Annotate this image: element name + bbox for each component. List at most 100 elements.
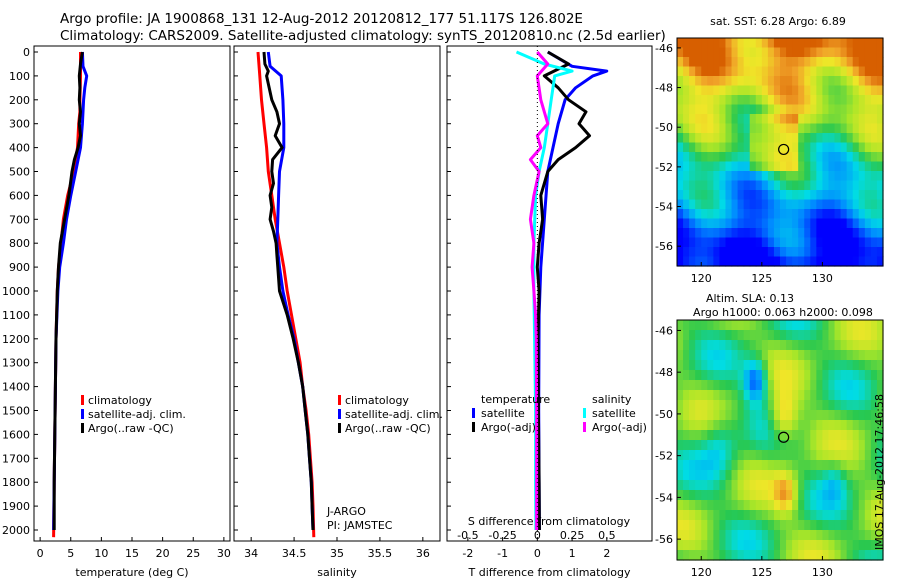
map-cells [677,320,884,561]
argo-location-marker [778,431,790,443]
x-tick-label: 0 [534,547,541,560]
x-tick-label: 34.5 [282,547,307,560]
y-tick-label: 600 [9,189,30,202]
legend-item: Argo(..raw -QC) [88,422,174,435]
legend-swatch [81,395,84,405]
x-tick-label: 36 [416,547,430,560]
x-tick-label: 35.5 [368,547,393,560]
top-tick-label: 0.5 [598,529,616,542]
legend-swatch [81,409,84,419]
x-tick-label: 30 [217,547,231,560]
map-y-tick-label: -54 [655,201,673,214]
map-y-tick-label: -56 [655,240,673,253]
legend-swatch [472,408,475,418]
x-tick-label: 20 [156,547,170,560]
legend-item: Argo(-adj) [481,421,536,434]
legend-swatch [583,408,586,418]
y-tick-label: 900 [9,261,30,274]
y-tick-label: 400 [9,142,30,155]
legend-item: satellite-adj. clim. [345,408,443,421]
climatology-title: Climatology: CARS2009. Satellite-adjuste… [60,28,666,44]
profile-title: Argo profile: JA 1900868_131 12-Aug-2012… [60,11,583,27]
map-x-tick-label: 130 [812,566,833,579]
panel-frame [33,45,231,542]
map-y-tick-label: -46 [655,324,673,337]
y-tick-label: 1800 [2,476,30,489]
map-frame [676,37,884,267]
argo-location-marker [778,143,790,156]
sla-map-title: Altim. SLA: 0.13 [706,292,794,305]
legend-swatch [81,423,84,433]
y-tick-label: 1000 [2,285,30,298]
top-tick-label: 0.25 [560,529,585,542]
imos-timestamp: IMOS 17-Aug-2012 17:46:58 [873,394,886,550]
sla-map-subtitle: Argo h1000: 0.063 h2000: 0.098 [693,306,873,319]
map-panel-1: 120 125 130 -46 -48 -50 -52 -54 -56 sat. SST: 6.2… [655,15,884,285]
map-x-tick-label: 125 [751,566,772,579]
map-x-tick-label: 120 [691,566,712,579]
legend-swatch [472,422,475,432]
legend-item: climatology [345,394,409,407]
x-axis-label: salinity [317,566,357,579]
map-x-tick-label: 125 [751,272,772,285]
map-y-tick-label: -46 [655,42,673,55]
y-tick-label: 1500 [2,405,30,418]
principal-investigator: PI: JAMSTEC [327,519,393,532]
map-y-tick-label: -56 [655,533,673,546]
panel-frame [446,45,653,542]
y-tick-label: 1300 [2,357,30,370]
top-tick-label: 0 [534,529,541,542]
sst-map-title: sat. SST: 6.28 Argo: 6.89 [710,15,846,28]
y-tick-label: 0 [23,46,30,59]
map-panel-2: 120 125 130 -46 -48 -50 -52 -54 -56 Altim. SLA: 0… [655,292,884,579]
x-tick-label: -1 [497,547,508,560]
profile-panel-3: -2 -1 0 1 2 T difference from climatology temp… [446,45,653,579]
x-tick-label: 5 [67,547,74,560]
x-tick-label: 35 [330,547,344,560]
y-tick-label: 500 [9,166,30,179]
legend-item: climatology [88,394,152,407]
profile-panel-1: 0100200300400500600700800900100011001200… [2,45,231,579]
map-cells [677,38,884,267]
map-y-tick-label: -54 [655,491,673,504]
y-tick-label: 100 [9,70,30,83]
x-tick-label: 25 [186,547,200,560]
x-axis-label: T difference from climatology [468,566,631,579]
x-tick-label: -2 [462,547,473,560]
float-program: J-ARGO [326,505,366,518]
legend-item: Argo(..raw -QC) [345,422,431,435]
legend-item: satellite [592,407,636,420]
legend-group-title: temperature [481,393,550,406]
y-tick-label: 800 [9,237,30,250]
legend-item: satellite [481,407,525,420]
map-frame [676,319,884,561]
legend-swatch [338,409,341,419]
map-y-tick-label: -48 [655,82,673,95]
top-axis-label: S difference from climatology [468,515,631,528]
map-y-tick-label: -52 [655,450,673,463]
legend-group-title: salinity [592,393,632,406]
legend-swatch [583,422,586,432]
y-tick-label: 1600 [2,428,30,441]
series-line-t-argo-adj- [535,50,591,531]
y-tick-label: 1200 [2,333,30,346]
x-tick-label: 0 [37,547,44,560]
panel-frame [233,45,441,542]
x-axis-label: temperature (deg C) [75,566,188,579]
map-y-tick-label: -50 [655,121,673,134]
x-tick-label: 1 [569,547,576,560]
map-y-tick-label: -50 [655,408,673,421]
map-x-tick-label: 130 [812,272,833,285]
series-line-argo-raw-qc- [52,51,84,530]
y-tick-label: 1900 [2,500,30,513]
legend-item: satellite-adj. clim. [88,408,186,421]
top-tick-label: -0.25 [488,529,516,542]
x-tick-label: 2 [603,547,610,560]
map-x-tick-label: 120 [691,272,712,285]
y-tick-label: 2000 [2,524,30,537]
profile-panel-2: 34 34.5 35 35.5 36 salinity climatologysatelli… [233,45,443,579]
map-y-tick-label: -52 [655,161,673,174]
legend-swatch [338,423,341,433]
y-tick-label: 1700 [2,452,30,465]
